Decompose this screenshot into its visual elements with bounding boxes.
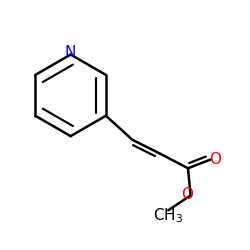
Text: N: N bbox=[65, 45, 76, 60]
Text: O: O bbox=[209, 152, 221, 166]
Text: CH$_3$: CH$_3$ bbox=[153, 206, 183, 225]
Text: O: O bbox=[182, 188, 194, 202]
